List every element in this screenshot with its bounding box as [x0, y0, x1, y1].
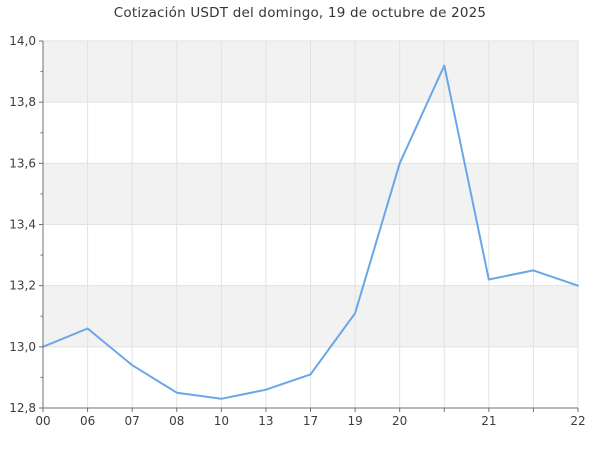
x-tick-label: 13	[258, 414, 273, 428]
x-tick-label: 00	[35, 414, 50, 428]
x-tick-label: 19	[347, 414, 362, 428]
y-tick-label: 13,0	[9, 340, 36, 354]
y-tick-label: 13,8	[9, 95, 36, 109]
y-tick-label: 13,4	[9, 218, 36, 232]
x-tick-label: 10	[214, 414, 229, 428]
chart-title: Cotización USDT del domingo, 19 de octub…	[113, 5, 487, 21]
price-line	[42, 64, 579, 400]
x-tick-label: 22	[570, 414, 585, 428]
y-tick-label: 13,2	[9, 279, 36, 293]
y-tick-label: 12,8	[9, 401, 36, 415]
y-tick-label: 13,6	[9, 156, 36, 170]
x-tick-label: 08	[169, 414, 184, 428]
x-tick-label: 07	[125, 414, 140, 428]
x-tick-label: 17	[303, 414, 318, 428]
x-tick-label: 20	[392, 414, 407, 428]
y-tick-label: 14,0	[9, 34, 36, 48]
x-tick-label: 21	[481, 414, 496, 428]
x-tick-label: 06	[80, 414, 95, 428]
